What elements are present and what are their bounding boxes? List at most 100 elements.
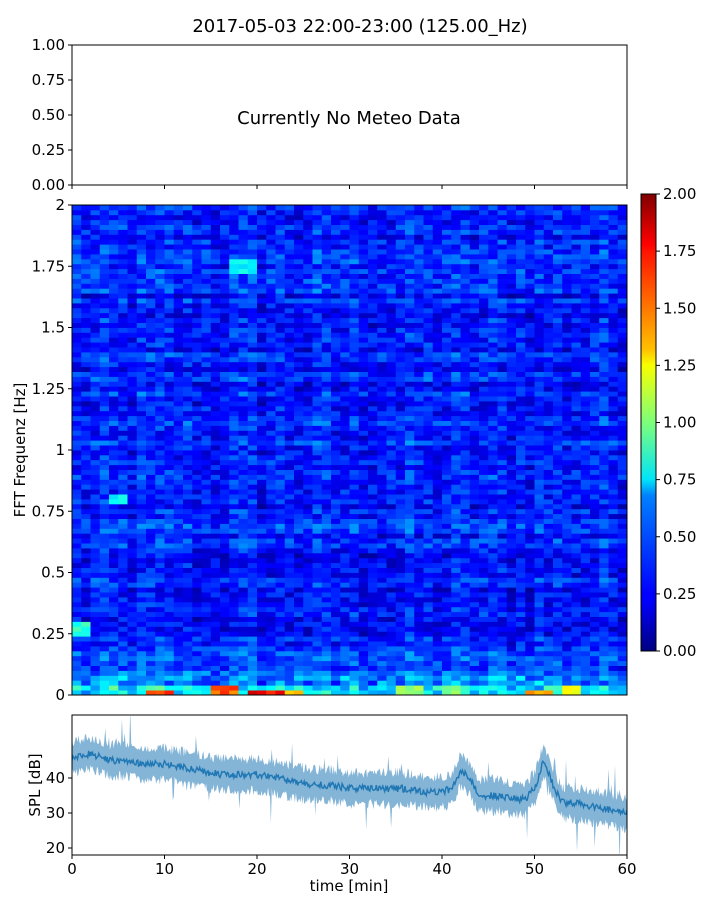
heatmap-cell	[590, 454, 600, 461]
heatmap-cell	[395, 410, 406, 417]
heatmap-cell	[321, 592, 332, 598]
heatmap-cell	[562, 352, 572, 358]
heatmap-cell	[497, 646, 508, 652]
heatmap-cell	[543, 352, 554, 358]
heatmap-cell	[312, 450, 323, 456]
heatmap-cell	[118, 342, 128, 348]
heatmap-cell	[599, 655, 609, 662]
heatmap-cell	[599, 381, 609, 387]
heatmap-cell	[164, 597, 175, 603]
heatmap-cell	[432, 454, 443, 461]
heatmap-cell	[469, 386, 480, 392]
heatmap-cell	[155, 371, 165, 377]
heatmap-cell	[72, 685, 82, 691]
heatmap-cell	[229, 464, 239, 470]
heatmap-cell	[497, 401, 508, 407]
heatmap-cell	[331, 518, 341, 524]
heatmap-cell	[321, 665, 332, 671]
heatmap-cell	[590, 303, 600, 309]
heatmap-cell	[312, 337, 323, 343]
heatmap-cell	[90, 450, 101, 456]
heatmap-cell	[451, 665, 461, 671]
heatmap-cell	[321, 484, 332, 490]
heatmap-cell	[90, 611, 101, 617]
heatmap-cell	[469, 317, 480, 323]
heatmap-cell	[405, 288, 415, 294]
heatmap-cell	[72, 631, 82, 637]
heatmap-cell	[99, 312, 110, 319]
heatmap-cell	[451, 567, 461, 573]
heatmap-cell	[210, 464, 221, 470]
heatmap-cell	[479, 646, 489, 652]
heatmap-cell	[516, 601, 526, 608]
heatmap-cell	[136, 288, 147, 294]
heatmap-cell	[405, 307, 415, 314]
heatmap-cell	[340, 621, 350, 627]
heatmap-cell	[377, 538, 387, 544]
heatmap-cell	[516, 293, 526, 299]
heatmap-cell	[395, 543, 406, 549]
heatmap-cell	[173, 611, 184, 617]
heatmap-cell	[368, 650, 378, 657]
heatmap-cell	[136, 567, 147, 573]
heatmap-cell	[275, 543, 286, 549]
heatmap-cell	[432, 670, 443, 676]
heatmap-cell	[340, 611, 350, 617]
heatmap-cell	[321, 503, 332, 510]
heatmap-cell	[488, 479, 498, 485]
heatmap-cell	[571, 567, 582, 573]
heatmap-cell	[312, 601, 323, 608]
heatmap-cell	[432, 533, 443, 539]
heatmap-cell	[210, 479, 221, 485]
heatmap-cell	[451, 356, 461, 363]
heatmap-cell	[210, 685, 221, 691]
heatmap-cell	[257, 361, 267, 368]
heatmap-cell	[164, 655, 175, 662]
heatmap-cell	[608, 381, 619, 387]
heatmap-cell	[488, 548, 498, 554]
heatmap-cell	[146, 650, 156, 657]
heatmap-cell	[238, 518, 249, 524]
heatmap-cell	[164, 646, 175, 652]
heatmap-cell	[451, 430, 461, 436]
heatmap-cell	[99, 391, 110, 397]
heatmap-cell	[183, 557, 193, 564]
heatmap-cell	[488, 572, 498, 578]
heatmap-cell	[294, 459, 304, 466]
heatmap-cell	[247, 543, 258, 549]
heatmap-cell	[183, 665, 193, 671]
heatmap-cell	[321, 646, 332, 652]
heatmap-cell	[469, 690, 480, 696]
heatmap-cell	[442, 307, 452, 314]
heatmap-cell	[173, 538, 184, 544]
heatmap-cell	[599, 332, 609, 338]
heatmap-cell	[590, 489, 600, 495]
heatmap-cell	[405, 616, 415, 622]
heatmap-cell	[617, 577, 628, 583]
heatmap-cell	[442, 425, 452, 431]
heatmap-cell	[553, 391, 563, 397]
heatmap-cell	[118, 616, 128, 622]
heatmap-cell	[247, 680, 258, 686]
heatmap-cell	[451, 420, 461, 426]
heatmap-cell	[72, 322, 82, 328]
heatmap-cell	[340, 636, 350, 642]
heatmap-cell	[534, 557, 545, 564]
heatmap-cell	[442, 675, 452, 681]
heatmap-cell	[183, 484, 193, 490]
heatmap-cell	[553, 420, 563, 426]
heatmap-cell	[312, 317, 323, 323]
heatmap-cell	[358, 317, 369, 323]
heatmap-cell	[506, 469, 517, 475]
heatmap-cell	[210, 572, 221, 578]
heatmap-cell	[414, 396, 424, 402]
heatmap-cell	[590, 641, 600, 647]
heatmap-cell	[220, 391, 230, 397]
heatmap-cell	[571, 352, 582, 358]
heatmap-cell	[229, 332, 239, 338]
heatmap-cell	[377, 567, 387, 573]
heatmap-cell	[155, 685, 165, 691]
heatmap-cell	[358, 425, 369, 431]
heatmap-cell	[534, 587, 545, 593]
heatmap-cell	[220, 528, 230, 534]
